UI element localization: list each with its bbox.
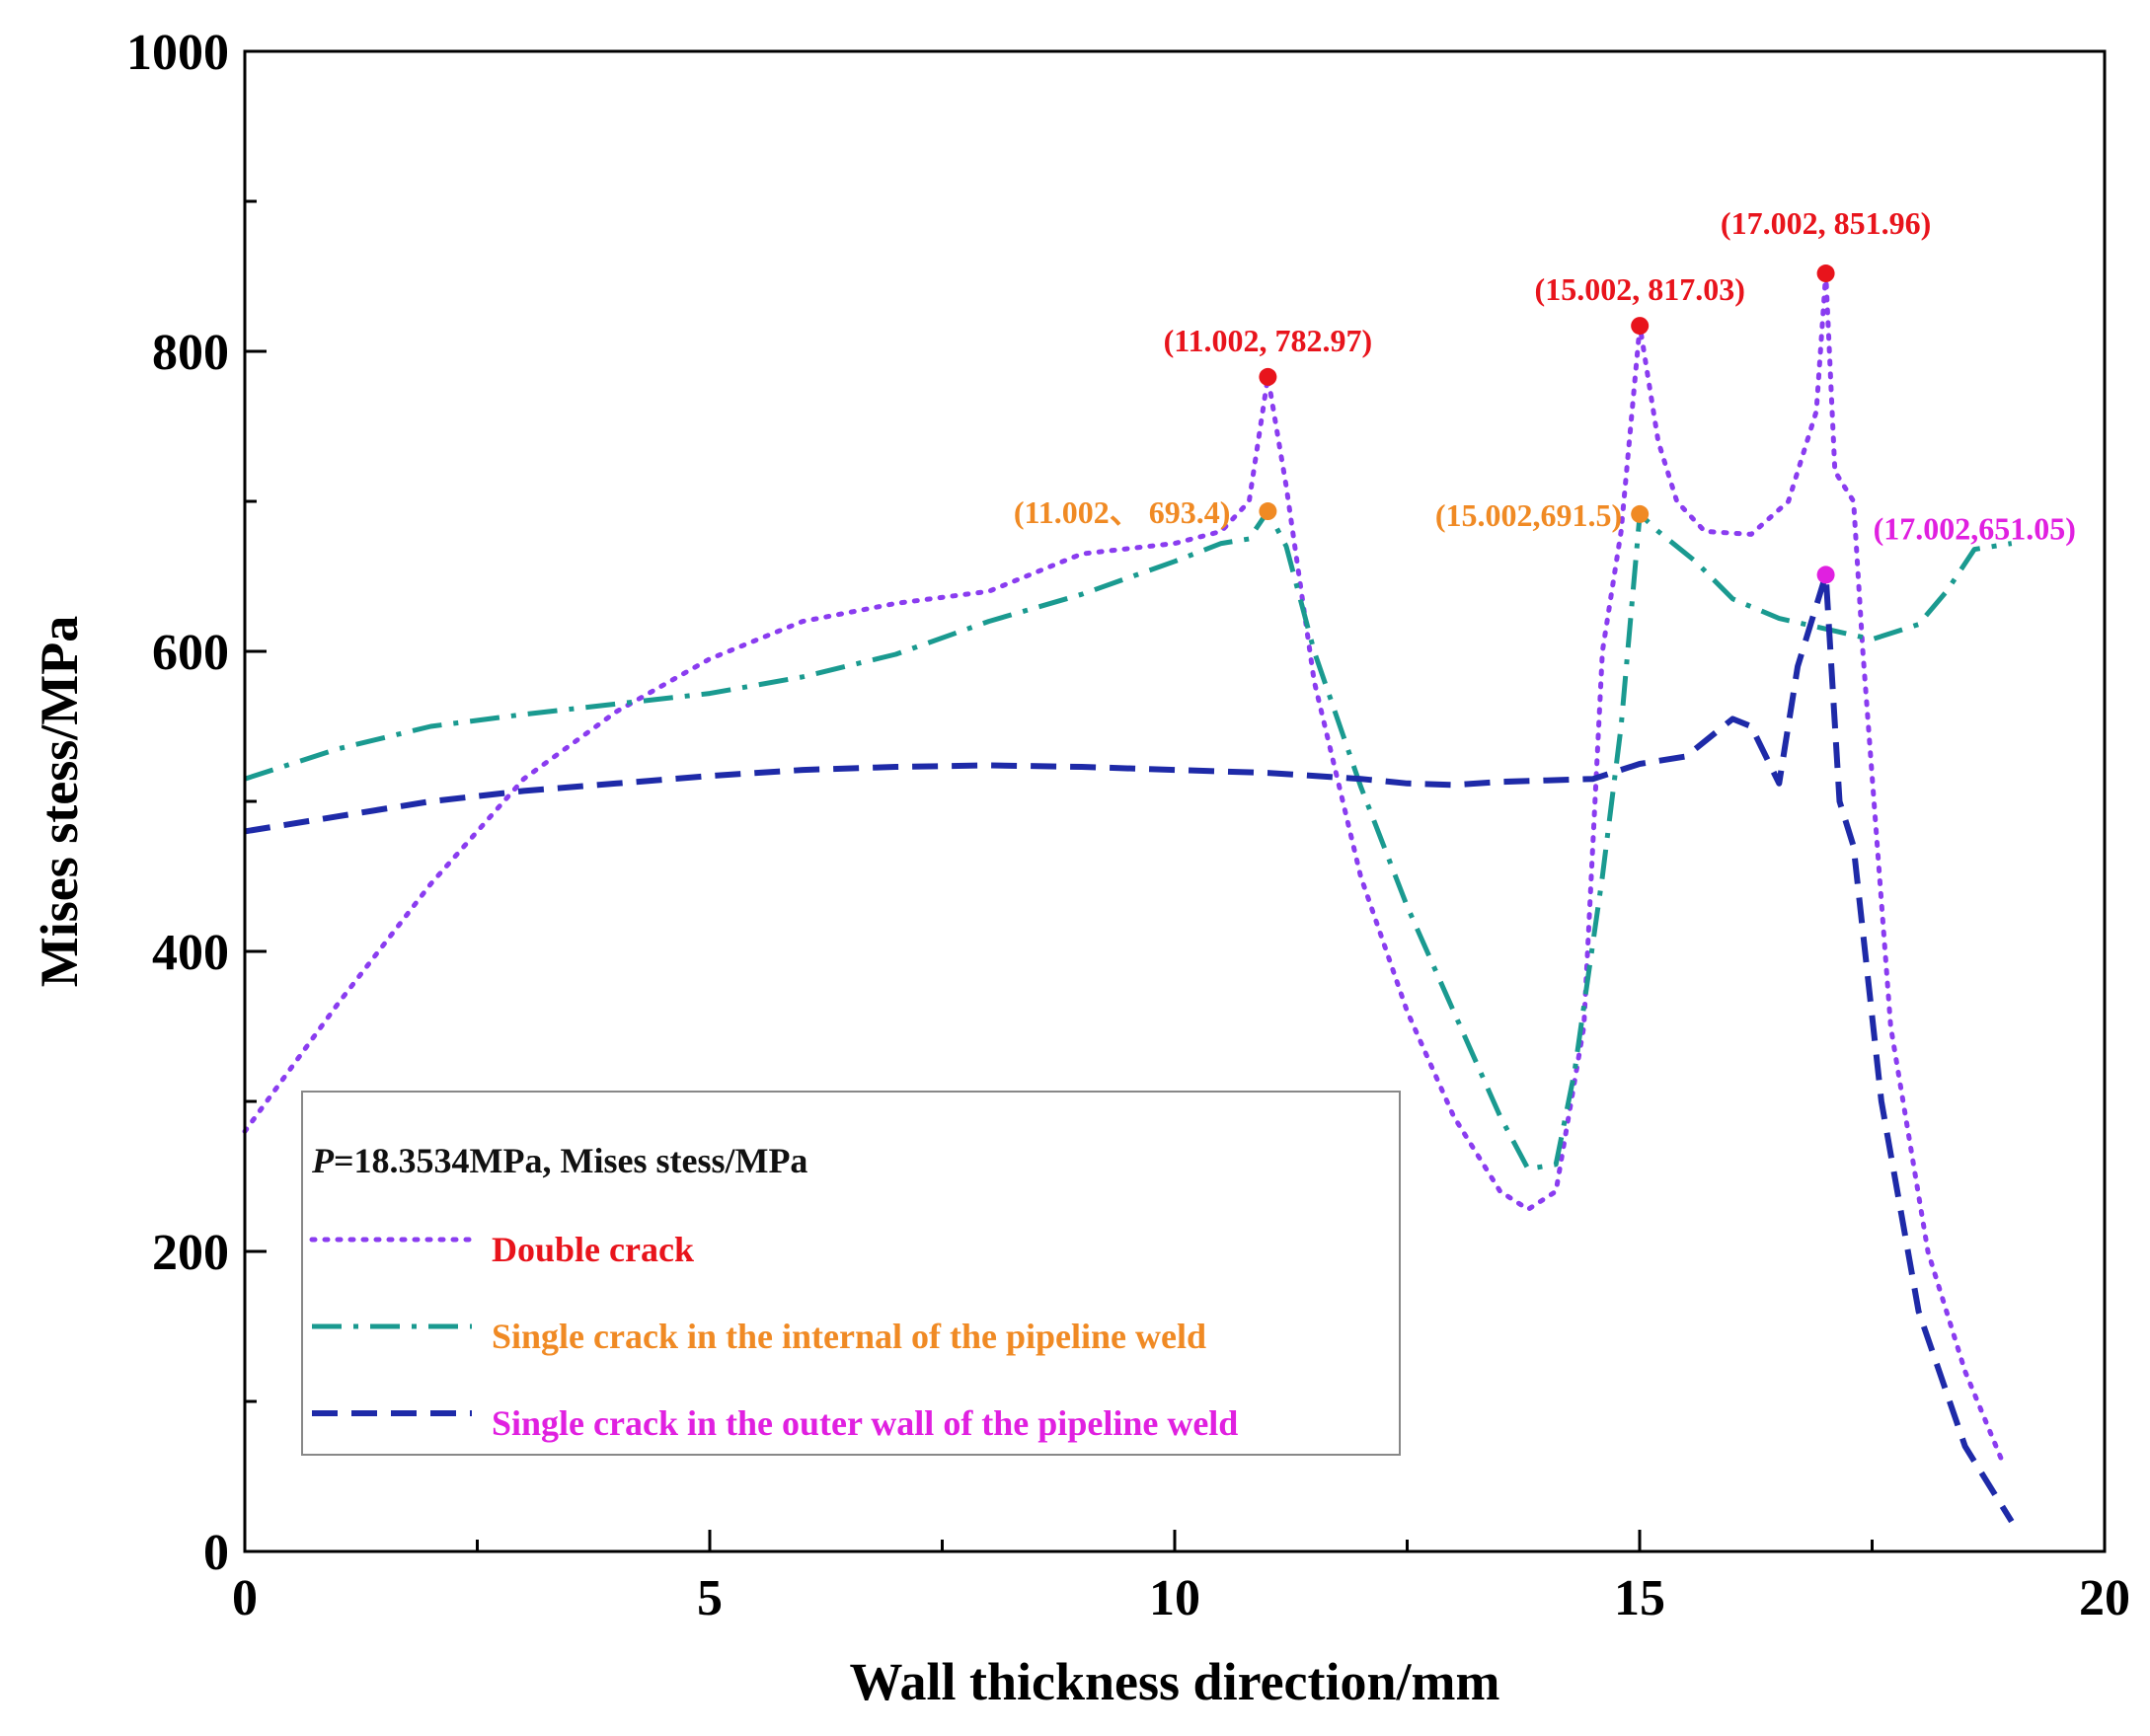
- series-line-0: [242, 270, 2005, 1465]
- y-tick-label: 600: [152, 625, 229, 681]
- series-line-2: [244, 571, 2015, 1524]
- annotation-dot: [1259, 502, 1277, 521]
- y-tick-label: 400: [152, 925, 229, 981]
- x-tick-label: 10: [1149, 1570, 1200, 1626]
- annotation-label: (17.002,651.05): [1874, 510, 2076, 546]
- annotation-label: (15.002,691.5): [1435, 497, 1622, 533]
- series-line-1: [244, 508, 2013, 1171]
- y-tick-label: 1000: [126, 25, 229, 81]
- series-layer: [242, 270, 2015, 1524]
- legend-items: Double crack Single crack in the internal…: [309, 1230, 1238, 1443]
- x-tick-label: 5: [697, 1570, 723, 1626]
- legend-label: Single crack in the internal of the pipe…: [492, 1317, 1206, 1356]
- annotation-dot: [1631, 504, 1650, 523]
- x-tick-label: 15: [1614, 1570, 1665, 1626]
- annotation-label: (11.002, 782.97): [1164, 323, 1373, 358]
- x-tick-label: 0: [232, 1570, 258, 1626]
- legend-header: P=18.3534MPa, Mises stess/MPa: [311, 1141, 807, 1180]
- legend-header-rest: =18.3534MPa, Mises stess/MPa: [334, 1141, 807, 1180]
- annotation-dot: [1816, 264, 1835, 283]
- legend-label: Double crack: [492, 1230, 694, 1269]
- x-tick-label: 20: [2079, 1570, 2130, 1626]
- x-axis-title: Wall thickness direction/mm: [849, 1652, 1499, 1711]
- annotation-dot: [1259, 367, 1277, 386]
- annotation-label: (17.002, 851.96): [1721, 205, 1931, 241]
- y-tick-label: 200: [152, 1225, 229, 1281]
- y-tick-label: 0: [203, 1525, 229, 1581]
- legend: P=18.3534MPa, Mises stess/MPa Double cra…: [301, 1091, 1401, 1456]
- legend-header-italic: P: [311, 1141, 335, 1180]
- legend-box: [301, 1091, 1401, 1456]
- y-tick-label: 800: [152, 325, 229, 381]
- annotation-label: (15.002, 817.03): [1535, 271, 1745, 307]
- legend-label: Single crack in the outer wall of the pi…: [492, 1403, 1238, 1443]
- annotation-label: (11.002、 693.4): [1014, 494, 1231, 530]
- annotation-dot: [1631, 317, 1650, 336]
- y-axis-title: Mises stess/MPa: [30, 616, 89, 987]
- annotation-dot: [1816, 566, 1835, 584]
- annotation-points: (11.002, 782.97) (15.002, 817.03) (17.002,…: [1014, 205, 2076, 584]
